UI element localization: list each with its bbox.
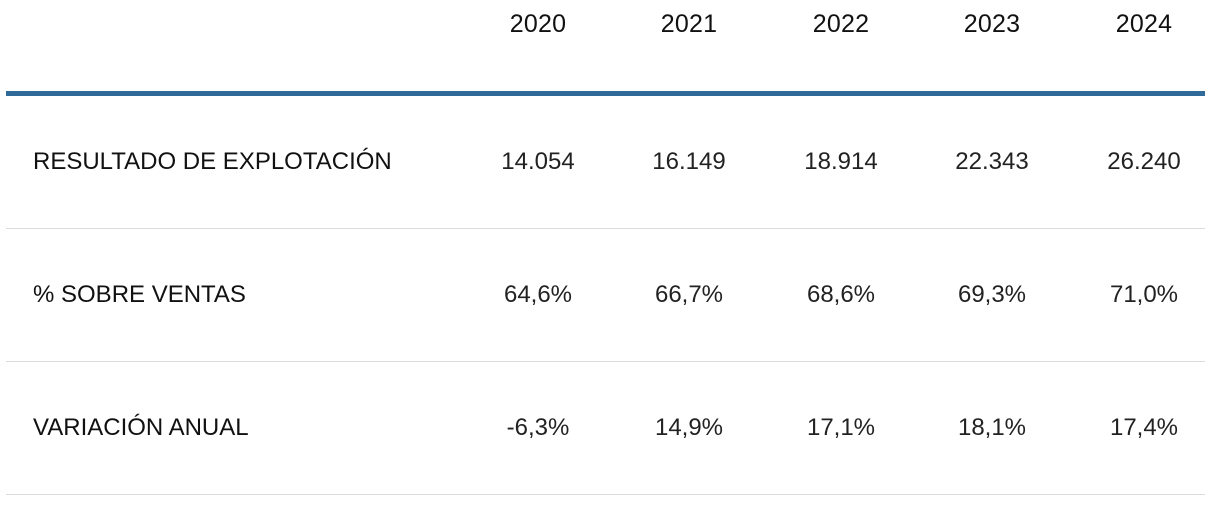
column-header-2023: 2023 bbox=[963, 10, 1021, 38]
table-cell: 14,9% bbox=[654, 414, 724, 441]
table-cell: 17,4% bbox=[1109, 414, 1179, 441]
table-cell: 64,6% bbox=[503, 281, 573, 308]
column-header-2024: 2024 bbox=[1115, 10, 1173, 38]
row-label: RESULTADO DE EXPLOTACIÓN bbox=[33, 148, 392, 175]
column-header-2022: 2022 bbox=[812, 10, 870, 38]
table-cell: 66,7% bbox=[654, 281, 724, 308]
table-cell: 18,1% bbox=[957, 414, 1027, 441]
table-cell: 17,1% bbox=[806, 414, 876, 441]
column-header-2021: 2021 bbox=[660, 10, 718, 38]
financial-table: 2020 2021 2022 2023 2024 RESULTADO DE EX… bbox=[6, 0, 1205, 495]
table-cell: -6,3% bbox=[506, 414, 570, 441]
table-cell: 26.240 bbox=[1107, 148, 1181, 175]
table-cell: 14.054 bbox=[501, 148, 575, 175]
table-row: % SOBRE VENTAS 64,6% 66,7% 68,6% 69,3% 7… bbox=[6, 229, 1205, 362]
table-row: VARIACIÓN ANUAL -6,3% 14,9% 17,1% 18,1% … bbox=[6, 362, 1205, 495]
table-cell: 16.149 bbox=[652, 148, 726, 175]
table-row: RESULTADO DE EXPLOTACIÓN 14.054 16.149 1… bbox=[6, 96, 1205, 229]
table-cell: 71,0% bbox=[1109, 281, 1179, 308]
table-cell: 69,3% bbox=[957, 281, 1027, 308]
row-label: VARIACIÓN ANUAL bbox=[33, 414, 249, 441]
table-header-row: 2020 2021 2022 2023 2024 bbox=[6, 0, 1205, 96]
table-cell: 68,6% bbox=[806, 281, 876, 308]
table-cell: 18.914 bbox=[804, 148, 878, 175]
row-label: % SOBRE VENTAS bbox=[33, 281, 246, 308]
table-cell: 22.343 bbox=[955, 148, 1029, 175]
column-header-2020: 2020 bbox=[509, 10, 567, 38]
